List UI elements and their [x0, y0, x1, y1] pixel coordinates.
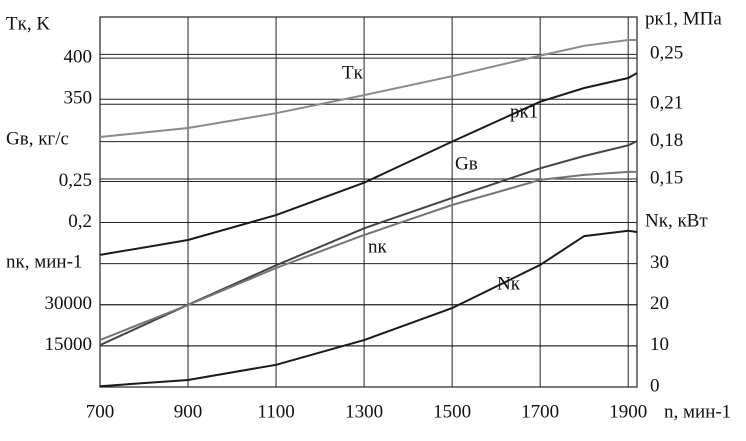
x-tick-label: 1500 — [433, 401, 471, 422]
series-line — [99, 72, 638, 256]
y-tick-label: 30000 — [45, 293, 93, 314]
y-axis-label: nк, мин-1 — [6, 251, 82, 272]
y-axis-label: Nк, кВт — [645, 210, 708, 231]
y-axis-label: Gв, кг/с — [6, 128, 69, 149]
x-tick-label: 1900 — [609, 401, 647, 422]
series-line — [99, 170, 637, 341]
plot-frame — [99, 16, 638, 388]
series-label: nк — [368, 236, 388, 257]
series-label: Gв — [455, 153, 478, 174]
y-axis-label: Tк, K — [6, 13, 50, 34]
y-tick-label: 0,2 — [68, 211, 92, 232]
series-label: Nк — [497, 273, 521, 294]
x-tick-label: 700 — [86, 401, 115, 422]
y-tick-label: 10 — [650, 334, 669, 355]
y-tick-label: 0,18 — [650, 130, 683, 151]
x-tick-label: 1100 — [257, 401, 294, 422]
x-tick-label: 900 — [174, 401, 203, 422]
series-label: Tк — [342, 62, 364, 83]
x-tick-label: 1300 — [345, 401, 383, 422]
y-axis-label: pк1, МПа — [645, 8, 722, 29]
y-tick-label: 350 — [64, 88, 93, 109]
y-tick-label: 0,25 — [59, 170, 92, 191]
x-axis-label: n, мин-1 — [664, 401, 731, 422]
series-line — [99, 229, 638, 388]
y-tick-label: 20 — [650, 293, 669, 314]
y-tick-label: 30 — [650, 252, 669, 273]
series-line — [99, 39, 637, 138]
y-tick-label: 0 — [650, 375, 660, 396]
y-tick-label: 0,21 — [650, 93, 683, 114]
y-tick-label: 400 — [64, 46, 93, 67]
y-tick-label: 0,15 — [650, 167, 683, 188]
series-label: pк1 — [510, 101, 538, 122]
y-tick-label: 0,25 — [650, 43, 683, 64]
x-tick-label: 1700 — [521, 401, 559, 422]
y-tick-label: 15000 — [45, 334, 93, 355]
